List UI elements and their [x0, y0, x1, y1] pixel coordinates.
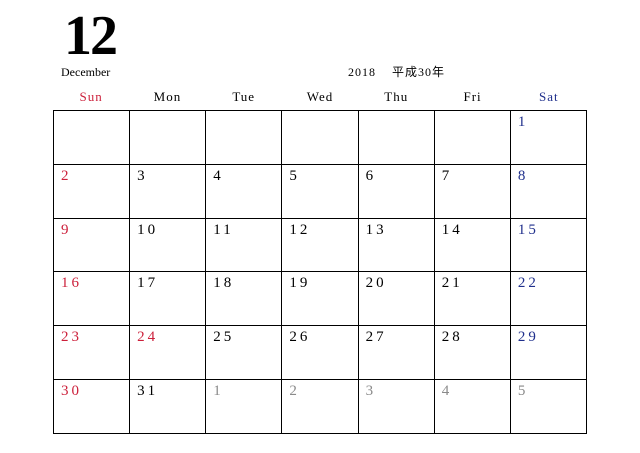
- day-cell: 2: [282, 380, 359, 434]
- day-cell: 3: [130, 164, 207, 219]
- weekday-thu: Thu: [384, 89, 409, 104]
- weekday-wed: Wed: [306, 89, 334, 104]
- japanese-era-label: 平成30年: [392, 65, 446, 79]
- day-number: 19: [289, 275, 311, 292]
- day-cell: 21: [434, 272, 511, 327]
- day-number: 27: [365, 329, 387, 346]
- day-cell: 26: [282, 326, 359, 381]
- day-cell: 15: [510, 218, 587, 273]
- day-number: 4: [441, 383, 453, 400]
- month-number: 12: [64, 5, 118, 67]
- day-cell: 25: [206, 326, 283, 381]
- day-number: 5: [289, 167, 300, 184]
- day-number: 1: [517, 114, 529, 130]
- weekday-sat: Sat: [539, 89, 559, 104]
- day-cell: 14: [434, 218, 511, 273]
- day-cell: 19: [282, 272, 359, 327]
- day-cell: 5: [510, 380, 587, 434]
- day-cell: 10: [130, 218, 207, 273]
- day-number: 15: [517, 221, 539, 238]
- day-cell: 22: [510, 272, 587, 327]
- day-number: 20: [365, 275, 387, 292]
- day-number: 23: [61, 329, 82, 346]
- weekday-mon: Mon: [153, 89, 182, 104]
- day-cell: 5: [282, 164, 359, 219]
- day-number: 4: [213, 167, 224, 184]
- day-number: 5: [517, 383, 529, 400]
- day-number: 30: [61, 383, 82, 400]
- day-number: 13: [365, 221, 387, 238]
- day-cell: 23: [54, 326, 131, 381]
- day-number: 24: [137, 329, 159, 346]
- day-number: 17: [137, 275, 159, 292]
- weekday-header: Sun Mon Tue Wed Thu Fri Sat: [53, 88, 587, 106]
- day-cell: 28: [434, 326, 511, 381]
- day-number: 9: [61, 221, 72, 238]
- day-number: 11: [213, 221, 234, 238]
- day-number: 3: [365, 383, 377, 400]
- day-cell: 6: [358, 164, 435, 219]
- year-era-label: 2018 平成30年: [348, 65, 461, 79]
- day-cell: [282, 111, 359, 165]
- day-cell: 18: [206, 272, 283, 327]
- day-cell: 2: [54, 164, 131, 219]
- day-cell: 13: [358, 218, 435, 273]
- day-number: 28: [441, 329, 463, 346]
- day-cell: 8: [510, 164, 587, 219]
- day-cell: 11: [206, 218, 283, 273]
- weekday-sun: Sun: [79, 89, 103, 104]
- day-number: 14: [441, 221, 463, 238]
- calendar-grid: 1 2 3 4 5 6 7 8 9 10 11 12 13 14 15 16 17 18 19 20 21 22 23 24 2…: [53, 110, 587, 434]
- day-number: 22: [517, 275, 539, 292]
- day-cell: 4: [206, 164, 283, 219]
- year-label: 2018: [348, 65, 376, 79]
- day-cell: 31: [130, 380, 207, 434]
- day-number: 12: [289, 221, 311, 238]
- day-cell: 1: [206, 380, 283, 434]
- day-cell: 20: [358, 272, 435, 327]
- day-number: 26: [289, 329, 311, 346]
- day-cell: 7: [434, 164, 511, 219]
- day-cell: 24: [130, 326, 207, 381]
- month-name: December: [61, 65, 111, 79]
- day-cell: [434, 111, 511, 165]
- weekday-tue: Tue: [232, 89, 256, 104]
- weekday-fri: Fri: [463, 89, 482, 104]
- day-cell: [54, 111, 131, 165]
- day-cell: 16: [54, 272, 131, 327]
- day-cell: 27: [358, 326, 435, 381]
- day-number: 10: [137, 221, 159, 238]
- day-cell: 12: [282, 218, 359, 273]
- day-number: 18: [213, 275, 235, 292]
- day-cell: 3: [358, 380, 435, 434]
- day-number: 29: [517, 329, 539, 346]
- day-number: 2: [289, 383, 300, 400]
- day-number: 1: [213, 383, 224, 400]
- day-number: 21: [441, 275, 463, 292]
- day-cell: 17: [130, 272, 207, 327]
- day-number: 7: [441, 167, 453, 184]
- day-cell: [206, 111, 283, 165]
- day-cell: 1: [510, 111, 587, 165]
- day-number: 6: [365, 167, 377, 184]
- day-cell: [358, 111, 435, 165]
- day-number: 31: [137, 383, 159, 400]
- day-cell: [130, 111, 207, 165]
- day-number: 3: [137, 167, 148, 184]
- day-cell: 29: [510, 326, 587, 381]
- day-cell: 30: [54, 380, 131, 434]
- day-number: 8: [517, 167, 529, 184]
- day-cell: 4: [434, 380, 511, 434]
- day-number: 2: [61, 167, 72, 184]
- day-cell: 9: [54, 218, 131, 273]
- day-number: 25: [213, 329, 235, 346]
- day-number: 16: [61, 275, 82, 292]
